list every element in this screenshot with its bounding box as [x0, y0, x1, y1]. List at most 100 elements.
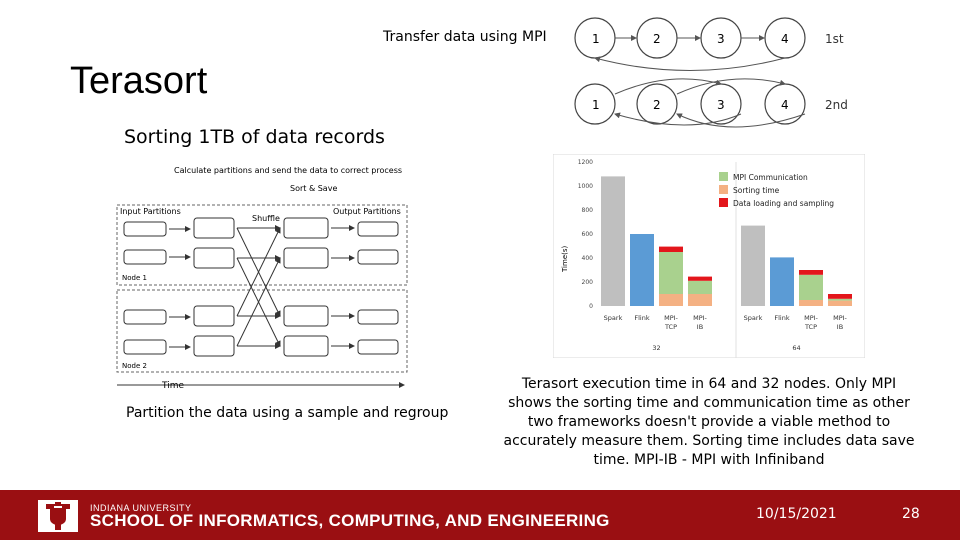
bar-spark-32	[601, 176, 625, 306]
sort-save-label: Sort & Save	[290, 184, 337, 193]
x-tick-label: MPI-	[664, 314, 678, 322]
bar-mpi-tcp-64-loading	[799, 270, 823, 275]
mpi-transfer-label: Transfer data using MPI	[383, 29, 547, 45]
sorted-box	[283, 217, 329, 239]
y-tick-label: 600	[582, 231, 594, 238]
bar-mpi-ib-64-loading	[828, 294, 852, 299]
ring-node-label: 3	[717, 32, 725, 46]
shuffle-label: Shuffle	[252, 214, 280, 223]
bar-mpi-tcp-32-communication	[659, 252, 683, 294]
chart-caption: Terasort execution time in 64 and 32 nod…	[503, 376, 915, 468]
bar-mpi-tcp-32-sorting	[659, 294, 683, 306]
chart-ylabel: Time(s)	[561, 245, 569, 273]
bar-mpi-ib-32-loading	[688, 276, 712, 281]
ring-node	[636, 83, 678, 125]
x-tick-label: Flink	[774, 314, 789, 322]
node2-label: Node 2	[122, 362, 147, 370]
footer-university: INDIANA UNIVERSITY	[90, 503, 192, 513]
bar-flink-32	[630, 234, 654, 306]
ring-row-1st: 1 2 3 4 1st	[574, 17, 844, 71]
x-tick-label: Spark	[604, 314, 623, 322]
x-tick-label: Flink	[634, 314, 649, 322]
y-axis: 0 200 400 600 800 1000 1200	[578, 159, 593, 310]
terasort-chart: Time(s) 0 200 400 600 800 1000 1200 Spark Flink…	[553, 154, 865, 358]
ring-row-label: 1st	[825, 32, 844, 46]
input-partitions-label: Input Partitions	[120, 207, 181, 216]
node2-box	[116, 289, 408, 373]
time-label: Time	[161, 381, 184, 391]
node1-label: Node 1	[122, 274, 147, 282]
y-tick-label: 800	[582, 207, 594, 214]
x-tick-label: Spark	[744, 314, 763, 322]
ring-node	[574, 83, 616, 125]
input-partition-box	[123, 309, 167, 325]
x-tick-label: TCP	[664, 323, 677, 331]
output-partitions-label: Output Partitions	[333, 207, 401, 216]
x-tick-label: IB	[837, 323, 843, 331]
iu-logo	[38, 500, 78, 532]
legend-label: Data loading and sampling	[733, 199, 834, 208]
bar-mpi-tcp-64-sorting	[799, 300, 823, 306]
chart-frame	[553, 154, 865, 358]
slide-subtitle: Sorting 1TB of data records	[124, 126, 385, 148]
sorted-box	[283, 305, 329, 327]
group-label: 32	[652, 344, 660, 352]
output-partition-box	[357, 339, 399, 355]
x-tick-label: IB	[697, 323, 703, 331]
bar-mpi-ib-32-communication	[688, 280, 712, 294]
legend: MPI Communication Sorting time Data loadin…	[719, 172, 834, 208]
partition-box	[193, 217, 235, 239]
footer-date: 10/15/2021	[756, 506, 837, 522]
partition-diagram: Calculate partitions and send the data t…	[116, 166, 408, 391]
output-partition-box	[357, 309, 399, 325]
bar-mpi-tcp-32-loading	[659, 246, 683, 252]
group-label: 64	[792, 344, 800, 352]
legend-label: MPI Communication	[733, 173, 808, 182]
bars	[601, 162, 852, 358]
bar-mpi-ib-64-communication	[828, 298, 852, 301]
y-tick-label: 400	[582, 255, 594, 262]
bar-mpi-ib-64-sorting	[828, 300, 852, 306]
legend-label: Sorting time	[733, 186, 780, 195]
slide-title: Terasort	[70, 60, 208, 102]
ring-row-label: 2nd	[825, 98, 848, 112]
legend-swatch	[719, 185, 728, 194]
partition-box	[193, 305, 235, 327]
sorted-box	[283, 247, 329, 269]
ring-node-label: 4	[781, 32, 789, 46]
ring-node-label: 1	[592, 98, 600, 112]
ring-node-label: 4	[781, 98, 789, 112]
ring-node-label: 1	[592, 32, 600, 46]
ring-node-label: 3	[717, 98, 725, 112]
x-tick-label: TCP	[804, 323, 817, 331]
bar-mpi-tcp-64-communication	[799, 274, 823, 300]
output-partition-box	[357, 249, 399, 265]
y-tick-label: 0	[589, 303, 593, 310]
ring-node-label: 2	[653, 32, 661, 46]
y-tick-label: 1000	[578, 183, 593, 190]
footer-school: SCHOOL OF INFORMATICS, COMPUTING, AND EN…	[90, 511, 610, 530]
x-tick-label: MPI-	[804, 314, 818, 322]
legend-swatch	[719, 172, 728, 181]
ring-row-2nd: 1 2 3 4 2nd	[574, 78, 848, 128]
bar-mpi-ib-32-sorting	[688, 294, 712, 306]
y-tick-label: 200	[582, 279, 594, 286]
partition-box	[193, 247, 235, 269]
sorted-box	[283, 335, 329, 357]
bar-spark-64	[741, 225, 765, 306]
y-tick-label: 1200	[578, 159, 593, 166]
input-partition-box	[123, 249, 167, 265]
node1-box	[116, 204, 408, 286]
ring-diagram: 1 2 3 4 1st 1 2 3 4 2nd	[574, 17, 848, 128]
legend-swatch	[719, 198, 728, 207]
footer-bar	[0, 490, 960, 540]
input-partition-box	[123, 221, 167, 237]
x-tick-label: MPI-	[693, 314, 707, 322]
output-partition-box	[357, 221, 399, 237]
x-tick-label: MPI-	[833, 314, 847, 322]
partition-top-note: Calculate partitions and send the data t…	[174, 166, 402, 175]
partition-caption: Partition the data using a sample and re…	[126, 405, 449, 421]
partition-box	[193, 335, 235, 357]
footer-page-number: 28	[902, 506, 920, 522]
